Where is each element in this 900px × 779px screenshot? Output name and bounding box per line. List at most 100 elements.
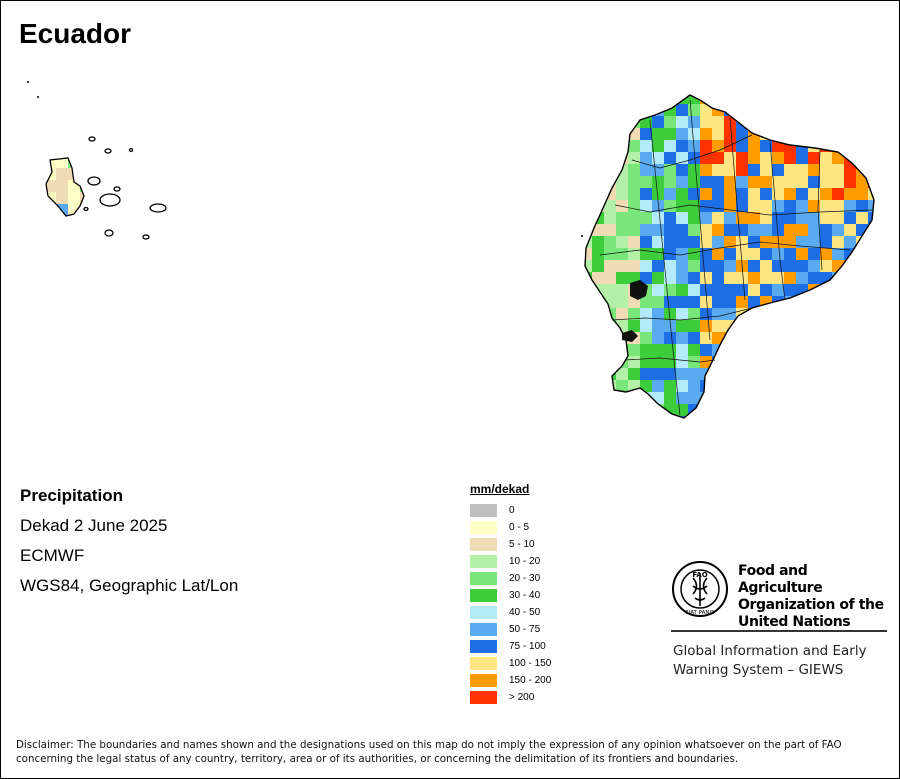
raster-cell [604,104,616,116]
raster-cell [760,140,772,152]
raster-cell [784,356,796,368]
raster-cell [820,128,832,140]
raster-cell [868,116,874,128]
raster-cell [628,176,640,188]
raster-cell [592,164,604,176]
raster-cell [664,320,676,332]
raster-cell [856,392,868,404]
raster-cell [652,188,664,200]
raster-cell [676,200,688,212]
logo-divider [671,630,887,632]
raster-cell [724,368,736,380]
raster-cell [736,128,748,140]
raster-cell [856,200,868,212]
raster-cell [652,236,664,248]
legend-label: 30 - 40 [509,590,541,601]
raster-cell [820,95,832,104]
raster-cell [760,272,772,284]
raster-cell [712,272,724,284]
raster-cell [868,416,874,418]
raster-cell [736,404,748,416]
raster-cell [808,368,820,380]
raster-cell [700,380,712,392]
raster-cell [748,368,760,380]
raster-cell [832,188,844,200]
raster-cell [592,260,604,272]
raster-cell [856,344,868,356]
raster-cell [585,164,592,176]
raster-cell [736,176,748,188]
raster-cell [592,404,604,416]
raster-cell [748,116,760,128]
raster-cell [832,368,844,380]
raster-cell [748,332,760,344]
raster-cell [784,224,796,236]
raster-cell [712,380,724,392]
legend-item: 150 - 200 [470,672,551,689]
country-border [584,94,875,419]
raster-cell [784,320,796,332]
legend-item: 0 [470,502,551,519]
raster-cell [640,95,652,104]
raster-cell [652,176,664,188]
raster-cell [808,356,820,368]
raster-cell [868,224,874,236]
raster-cell [592,296,604,308]
raster-cell [700,332,712,344]
raster-cell [585,128,592,140]
raster-cell [760,404,772,416]
raster-cell [784,368,796,380]
raster-cell [616,104,628,116]
raster-cell [736,188,748,200]
raster-cell [664,296,676,308]
raster-cell [652,332,664,344]
raster-cell [700,344,712,356]
raster-cell [700,152,712,164]
raster-cell [844,404,856,416]
raster-cell [736,95,748,104]
raster-cell [820,152,832,164]
raster-cell [820,308,832,320]
raster-cell [700,104,712,116]
raster-cell [856,296,868,308]
raster-cell [736,212,748,224]
raster-cell [844,128,856,140]
raster-cell [585,95,592,104]
raster-cell [585,104,592,116]
raster-cell [760,152,772,164]
raster-cell [585,320,592,332]
raster-cell [868,188,874,200]
raster-cell [712,176,724,188]
raster-cell [844,368,856,380]
raster-cell [832,104,844,116]
raster-cell [652,320,664,332]
raster-cell [784,116,796,128]
raster-cell [784,152,796,164]
raster-cell [748,200,760,212]
raster-cell [700,308,712,320]
raster-cell [664,284,676,296]
raster-cell [796,368,808,380]
raster-cell [796,248,808,260]
raster-cell [784,128,796,140]
raster-cell [676,260,688,272]
raster-cell [748,392,760,404]
raster-cell [616,308,628,320]
raster-cell [856,188,868,200]
giews-line-1: Global Information and Early [673,643,867,659]
raster-cell [724,236,736,248]
raster-cell [772,248,784,260]
raster-cell [868,344,874,356]
raster-cell [68,216,80,228]
svg-text:FAO: FAO [692,571,707,579]
raster-cell [820,296,832,308]
raster-cell [724,212,736,224]
raster-cell [585,212,592,224]
raster-cell [808,248,820,260]
raster-cell [640,248,652,260]
raster-cell [676,344,688,356]
raster-cell [652,308,664,320]
raster-cell [652,380,664,392]
raster-cell [604,95,616,104]
raster-cell [748,248,760,260]
